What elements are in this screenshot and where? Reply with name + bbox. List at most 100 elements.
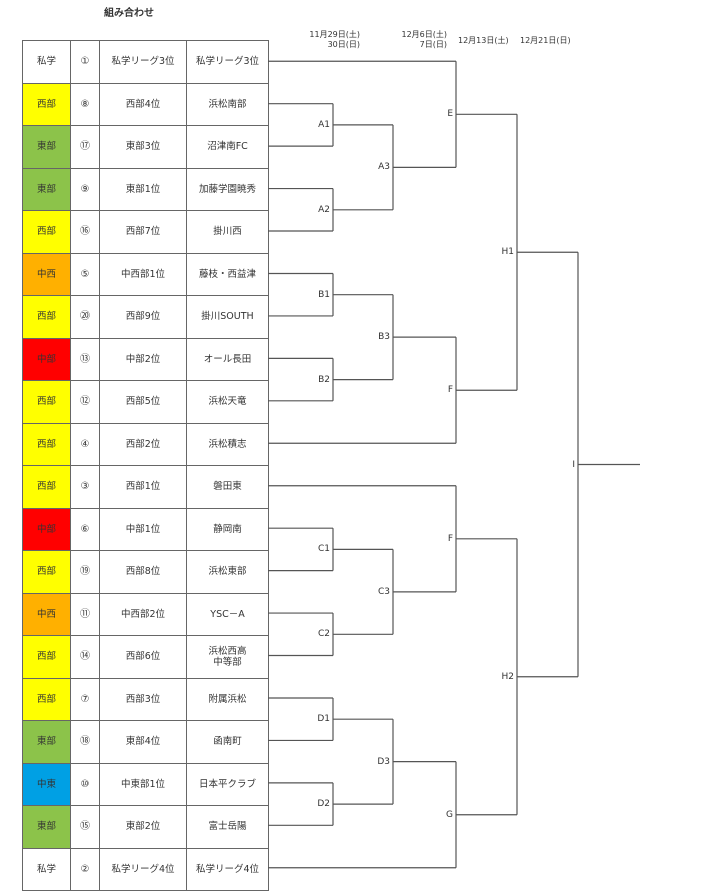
region-cell: 東部	[22, 125, 71, 169]
team-row: 私学 ① 私学リーグ3位 私学リーグ3位	[22, 40, 269, 84]
rank-cell: 中部2位	[99, 337, 187, 381]
team-row: 東部 ⑱ 東部4位 函南町	[22, 720, 269, 764]
match-label: I	[572, 459, 575, 470]
team-cell: 日本平クラブ	[186, 762, 269, 806]
team-cell: 函南町	[186, 720, 269, 764]
team-cell: 浜松南部	[186, 82, 269, 126]
team-cell: 浜松積志	[186, 422, 269, 466]
team-row: 西部 ⑭ 西部6位 浜松西高 中等部	[22, 635, 269, 679]
team-cell: 藤枝・西益津	[186, 252, 269, 296]
region-cell: 西部	[22, 677, 71, 721]
region-cell: 中部	[22, 507, 71, 551]
match-label: A2	[318, 204, 330, 215]
team-cell: 附属浜松	[186, 677, 269, 721]
team-cell: 掛川SOUTH	[186, 295, 269, 339]
team-row: 西部 ⑳ 西部9位 掛川SOUTH	[22, 295, 269, 339]
match-label: D3	[377, 756, 390, 767]
seed-cell: ⑱	[70, 720, 100, 764]
region-cell: 西部	[22, 422, 71, 466]
region-cell: 中東	[22, 762, 71, 806]
rank-cell: 東部4位	[99, 720, 187, 764]
seed-cell: ⑥	[70, 507, 100, 551]
team-row: 西部 ⑯ 西部7位 掛川西	[22, 210, 269, 254]
team-row: 西部 ⑧ 西部4位 浜松南部	[22, 82, 269, 126]
rank-cell: 西部3位	[99, 677, 187, 721]
team-row: 西部 ③ 西部1位 磐田東	[22, 465, 269, 509]
region-cell: 東部	[22, 805, 71, 849]
match-label: E	[447, 109, 453, 120]
rank-cell: 西部6位	[99, 635, 187, 679]
date-round1: 11月29日(土) 30日(日)	[309, 30, 360, 49]
match-label: C3	[377, 586, 390, 597]
seed-cell: ⑮	[70, 805, 100, 849]
team-row: 東部 ⑨ 東部1位 加藤学園暁秀	[22, 167, 269, 211]
team-cell: 富士岳陽	[186, 805, 269, 849]
date-round2: 12月6日(土) 7日(日)	[401, 30, 447, 49]
page-title: 組み合わせ	[104, 8, 154, 19]
team-row: 中東 ⑩ 中東部1位 日本平クラブ	[22, 762, 269, 806]
rank-cell: 私学リーグ3位	[99, 40, 187, 84]
match-label: D1	[317, 714, 330, 725]
match-label: H1	[501, 247, 515, 258]
team-row: 東部 ⑰ 東部3位 沼津南FC	[22, 125, 269, 169]
rank-cell: 東部2位	[99, 805, 187, 849]
rank-cell: 西部1位	[99, 465, 187, 509]
rank-cell: 東部3位	[99, 125, 187, 169]
match-label: D2	[317, 799, 330, 810]
team-cell: 浜松天竜	[186, 380, 269, 424]
team-cell: 浜松西高 中等部	[186, 635, 269, 679]
rank-cell: 中西部2位	[99, 592, 187, 636]
team-cell: オール長田	[186, 337, 269, 381]
rank-cell: 西部4位	[99, 82, 187, 126]
rank-cell: 東部1位	[99, 167, 187, 211]
rank-cell: 西部8位	[99, 550, 187, 594]
region-cell: 西部	[22, 380, 71, 424]
date-round3: 12月13日(土)	[458, 36, 509, 45]
match-label: A1	[318, 119, 330, 130]
match-label: A3	[378, 162, 390, 173]
match-label: B1	[318, 289, 330, 300]
match-label: C1	[317, 544, 330, 555]
rank-cell: 西部2位	[99, 422, 187, 466]
region-cell: 私学	[22, 40, 71, 84]
region-cell: 東部	[22, 167, 71, 211]
match-label: C2	[317, 629, 330, 640]
team-cell: YSC－A	[186, 592, 269, 636]
region-cell: 西部	[22, 465, 71, 509]
seed-cell: ①	[70, 40, 100, 84]
region-cell: 西部	[22, 82, 71, 126]
match-label: G	[446, 809, 453, 820]
team-row: 西部 ⑲ 西部8位 浜松東部	[22, 550, 269, 594]
match-label: B3	[378, 332, 390, 343]
seed-cell: ⑲	[70, 550, 100, 594]
match-label: H2	[501, 671, 515, 682]
team-cell: 加藤学園暁秀	[186, 167, 269, 211]
match-label: B2	[318, 374, 330, 385]
region-cell: 西部	[22, 295, 71, 339]
team-cell: 静岡南	[186, 507, 269, 551]
rank-cell: 西部5位	[99, 380, 187, 424]
rank-cell: 中部1位	[99, 507, 187, 551]
region-cell: 中西	[22, 252, 71, 296]
date-final: 12月21日(日)	[520, 36, 571, 45]
seed-cell: ⑭	[70, 635, 100, 679]
team-row: 中部 ⑬ 中部2位 オール長田	[22, 337, 269, 381]
rank-cell: 西部9位	[99, 295, 187, 339]
match-label: F	[447, 533, 453, 544]
seed-cell: ⑨	[70, 167, 100, 211]
team-cell: 磐田東	[186, 465, 269, 509]
team-cell: 浜松東部	[186, 550, 269, 594]
team-row: 中部 ⑥ 中部1位 静岡南	[22, 507, 269, 551]
region-cell: 西部	[22, 635, 71, 679]
team-cell: 掛川西	[186, 210, 269, 254]
region-cell: 西部	[22, 210, 71, 254]
match-label: F	[447, 385, 453, 396]
region-cell: 西部	[22, 550, 71, 594]
team-row: 西部 ⑦ 西部3位 附属浜松	[22, 677, 269, 721]
team-row: 中西 ⑪ 中西部2位 YSC－A	[22, 592, 269, 636]
team-table: 私学 ① 私学リーグ3位 私学リーグ3位 西部 ⑧ 西部4位 浜松南部 東部 ⑰ 東部3位 沼津南FC…	[22, 40, 269, 891]
team-row: 西部 ④ 西部2位 浜松積志	[22, 422, 269, 466]
team-row: 東部 ⑮ 東部2位 富士岳陽	[22, 805, 269, 849]
region-cell: 中部	[22, 337, 71, 381]
